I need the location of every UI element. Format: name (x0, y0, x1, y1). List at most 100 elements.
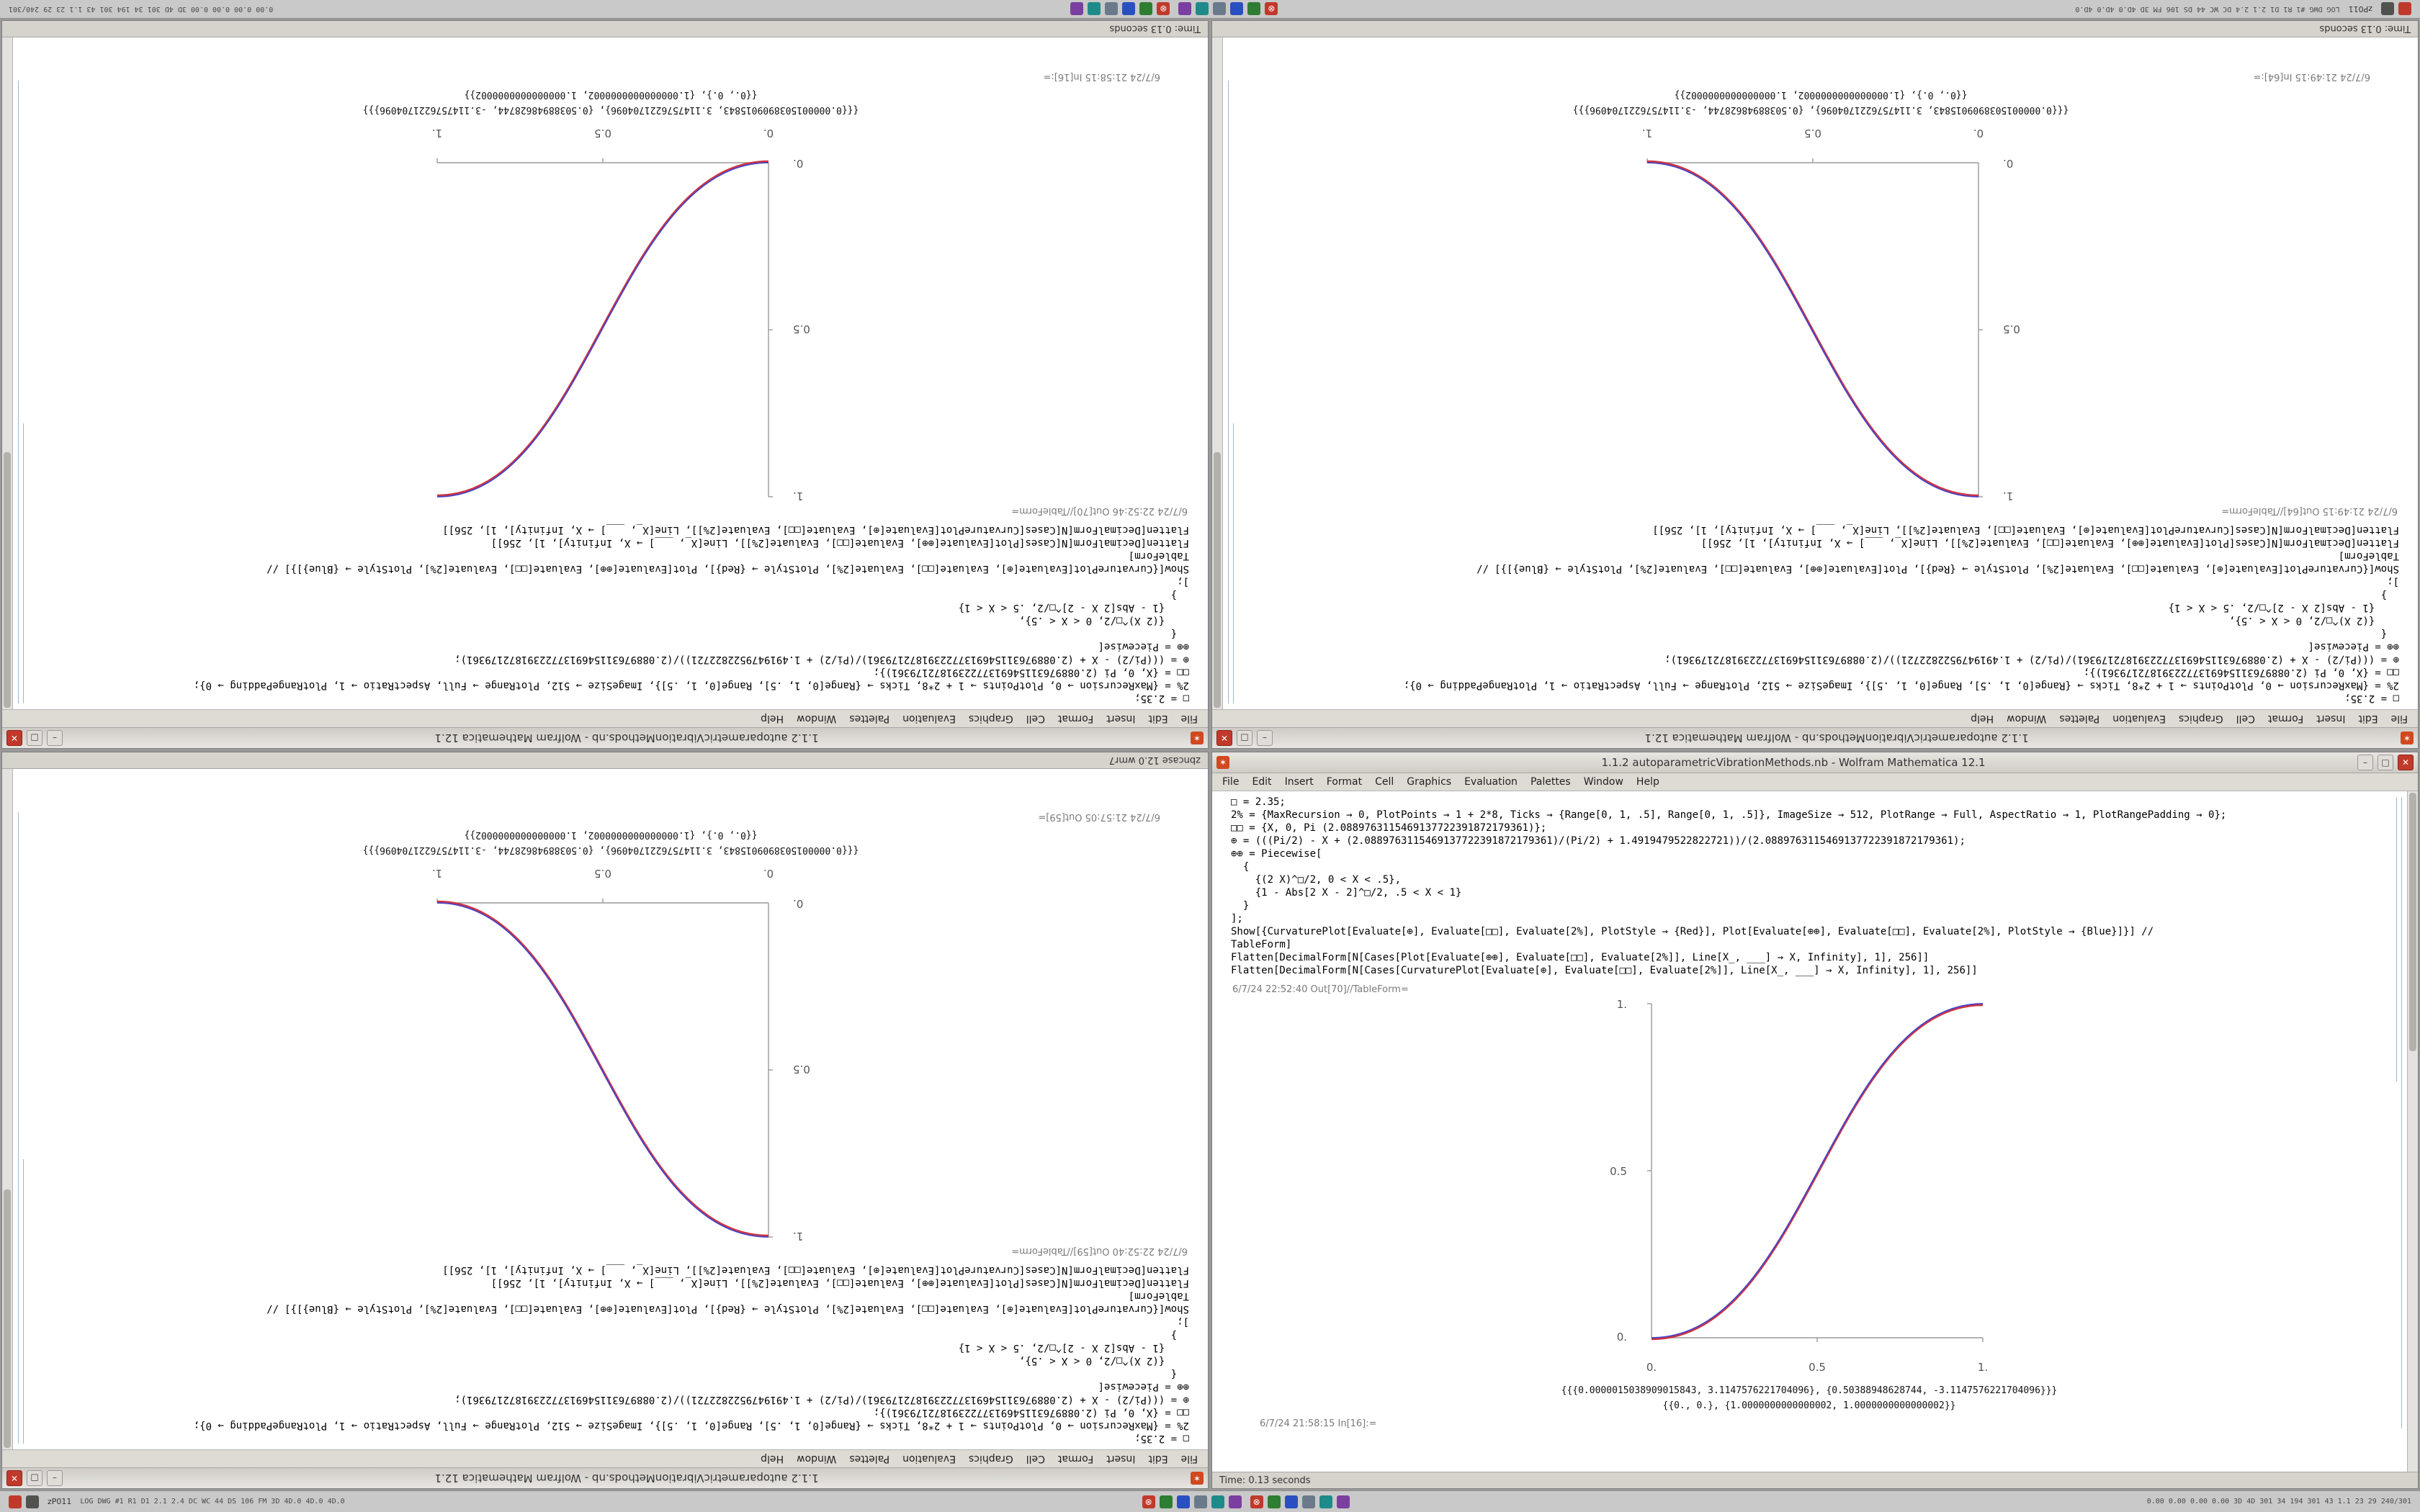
app-blue-icon[interactable] (1176, 1495, 1190, 1508)
menu-item[interactable]: Palettes (849, 713, 890, 724)
code-line[interactable]: {1 - Abs[2 X - 2]^□/2, .5 < X < 1} (958, 1342, 1189, 1354)
code-line[interactable]: ]; (2387, 576, 2399, 588)
menu-item[interactable]: Graphics (2178, 713, 2223, 724)
menu-item[interactable]: Window (2007, 713, 2047, 724)
minimize-button[interactable]: – (47, 1470, 63, 1486)
code-line[interactable]: ⊕ = (((Pi/2) - X + (2.088976311546913772… (1231, 835, 1966, 847)
code-line[interactable]: TableForm] (1128, 550, 1189, 562)
menu-item[interactable]: Evaluation (902, 1453, 956, 1464)
scrollbar-thumb[interactable] (1214, 452, 1221, 708)
menu-item[interactable]: File (1222, 776, 1240, 788)
app-blue-icon[interactable] (1122, 2, 1136, 16)
menu-item[interactable]: Edit (1252, 776, 1272, 788)
indicator-red-icon[interactable] (2398, 2, 2411, 16)
code-line[interactable]: ⊕ = (((Pi/2) - X + (2.088976311546913772… (454, 1394, 1189, 1405)
app-purple-icon[interactable] (1178, 2, 1192, 16)
code-line[interactable]: Flatten[DecimalForm[N[Cases[Plot[Evaluat… (1700, 537, 2399, 549)
code-line[interactable]: 2% = {MaxRecursion → 0, PlotPoints → 1 +… (1403, 680, 2399, 691)
menu-item[interactable]: Format (1057, 1453, 1094, 1464)
code-line[interactable]: Flatten[DecimalForm[N[Cases[CurvaturePlo… (442, 524, 1189, 536)
indicator-dark-icon[interactable] (2381, 2, 2394, 16)
scrollbar[interactable] (2, 769, 13, 1449)
kernel-abort-icon[interactable]: ⊗ (1142, 1495, 1155, 1508)
menu-item[interactable]: Evaluation (902, 713, 956, 724)
code-line[interactable]: □□ = {X, 0, Pi (2.0889763115469137722391… (873, 667, 1189, 678)
scrollbar-thumb[interactable] (4, 1189, 11, 1448)
code-line[interactable]: Show[{CurvaturePlot[Evaluate[⊕], Evaluat… (1476, 563, 2399, 575)
titlebar[interactable]: ✶ 1.1.2 autoparametricVibrationMethods.n… (1212, 752, 2418, 773)
code-line[interactable]: { (2380, 628, 2399, 639)
code-line[interactable]: {(2 X)^□/2, 0 < X < .5}, (1231, 874, 1402, 886)
scrollbar[interactable] (2, 37, 13, 709)
menu-item[interactable]: Palettes (1530, 776, 1571, 788)
minimize-button[interactable]: – (1257, 730, 1273, 746)
code-line[interactable]: {1 - Abs[2 X - 2]^□/2, .5 < X < 1} (2168, 602, 2399, 613)
menu-item[interactable]: Cell (1375, 776, 1394, 788)
minimize-button[interactable]: – (2357, 755, 2373, 770)
code-line[interactable]: ]; (1177, 576, 1189, 588)
menu-item[interactable]: Evaluation (1464, 776, 1518, 788)
titlebar[interactable]: ✶ 1.1.2 autoparametricVibrationMethods.n… (2, 727, 1208, 748)
maximize-button[interactable]: □ (1237, 730, 1252, 746)
app-teal-icon[interactable] (1196, 2, 1209, 16)
code-line[interactable]: Flatten[DecimalForm[N[Cases[CurvaturePlo… (1652, 524, 2399, 536)
menu-item[interactable]: Evaluation (2112, 713, 2166, 724)
close-button[interactable]: ✕ (6, 730, 22, 746)
indicator-dark-icon[interactable] (26, 1495, 39, 1508)
code-line[interactable]: □ = 2.35; (1231, 796, 1286, 808)
code-line[interactable]: } (2380, 589, 2399, 600)
menu-item[interactable]: Format (2267, 713, 2304, 724)
code-line[interactable]: {1 - Abs[2 X - 2]^□/2, .5 < X < 1} (1231, 887, 1462, 899)
cell-bracket[interactable] (1228, 81, 1239, 703)
menu-item[interactable]: Edit (1148, 1453, 1168, 1464)
menu-item[interactable]: Cell (1026, 1453, 1045, 1464)
notebook-content[interactable]: □ = 2.35; 2% = {MaxRecursion → 0, PlotPoi… (1212, 37, 2418, 709)
code-line[interactable]: { (1231, 861, 1250, 873)
input-cell[interactable]: □ = 2.35; 2% = {MaxRecursion → 0, PlotPoi… (32, 1264, 1189, 1445)
code-line[interactable]: Flatten[DecimalForm[N[Cases[CurvaturePlo… (442, 1264, 1189, 1276)
code-line[interactable]: TableForm] (1128, 1290, 1189, 1302)
maximize-button[interactable]: □ (2378, 755, 2393, 770)
notebook-content[interactable]: □ = 2.35; 2% = {MaxRecursion → 0, PlotPoi… (1212, 791, 2418, 1472)
code-line[interactable]: { (1170, 628, 1189, 639)
maximize-button[interactable]: □ (27, 1470, 42, 1486)
input-cell[interactable]: □ = 2.35; 2% = {MaxRecursion → 0, PlotPoi… (32, 523, 1189, 705)
menu-item[interactable]: File (2390, 713, 2408, 724)
code-line[interactable]: ]; (1177, 1316, 1189, 1328)
code-line[interactable]: } (1231, 900, 1250, 912)
code-line[interactable]: Flatten[DecimalForm[N[Cases[Plot[Evaluat… (490, 537, 1189, 549)
close-button[interactable]: ✕ (2398, 755, 2414, 770)
code-line[interactable]: ⊕ = (((Pi/2) - X + (2.088976311546913772… (1664, 654, 2399, 665)
app-purple-icon[interactable] (1070, 2, 1084, 16)
code-line[interactable]: { (1170, 1368, 1189, 1380)
menu-item[interactable]: File (1180, 713, 1198, 724)
code-line[interactable]: {(2 X)^□/2, 0 < X < .5}, (1018, 615, 1189, 626)
code-line[interactable]: Show[{CurvaturePlot[Evaluate[⊕], Evaluat… (266, 563, 1189, 575)
code-line[interactable]: ⊕⊕ = Piecewise[ (1098, 1381, 1189, 1392)
scrollbar-thumb[interactable] (4, 452, 11, 708)
app-slate-icon[interactable] (1213, 2, 1227, 16)
scrollbar[interactable] (1212, 37, 1223, 709)
menu-item[interactable]: Graphics (968, 713, 1013, 724)
app-green-icon[interactable] (1267, 1495, 1281, 1508)
notebook-content[interactable]: □ = 2.35; 2% = {MaxRecursion → 0, PlotPoi… (2, 769, 1208, 1449)
code-line[interactable]: Show[{CurvaturePlot[Evaluate[⊕], Evaluat… (266, 1303, 1189, 1315)
app-teal-icon[interactable] (1088, 2, 1101, 16)
app-purple-icon[interactable] (1336, 1495, 1350, 1508)
code-line[interactable]: TableForm] (2338, 550, 2399, 562)
code-line[interactable]: □□ = {X, 0, Pi (2.0889763115469137722391… (873, 1407, 1189, 1418)
code-line[interactable]: TableForm] (1231, 939, 1292, 950)
menu-item[interactable]: Insert (1284, 776, 1314, 788)
menu-item[interactable]: Help (761, 1453, 784, 1464)
code-line[interactable]: ⊕⊕ = Piecewise[ (2308, 641, 2399, 652)
minimize-button[interactable]: – (47, 730, 63, 746)
app-teal-icon[interactable] (1319, 1495, 1332, 1508)
notebook-content[interactable]: □ = 2.35; 2% = {MaxRecursion → 0, PlotPoi… (2, 37, 1208, 709)
code-line[interactable]: {1 - Abs[2 X - 2]^□/2, .5 < X < 1} (958, 602, 1189, 613)
menu-item[interactable]: Window (797, 713, 837, 724)
close-button[interactable]: ✕ (6, 1470, 22, 1486)
titlebar[interactable]: ✶ 1.1.2 autoparametricVibrationMethods.n… (2, 1467, 1208, 1488)
code-line[interactable]: Flatten[DecimalForm[N[Cases[Plot[Evaluat… (1231, 952, 1930, 963)
menu-item[interactable]: Help (1971, 713, 1994, 724)
cell-bracket[interactable] (2391, 797, 2402, 1428)
